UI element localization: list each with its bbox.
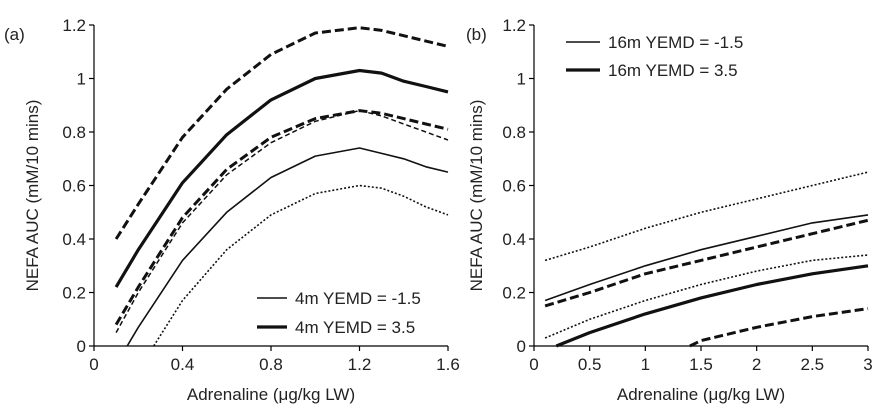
y-tick-label: 0.8 [62,123,86,142]
y-tick-label: 1 [77,70,86,89]
x-tick-label: 3 [863,355,872,374]
panel-label: (b) [466,25,487,44]
x-tick-label: 0.8 [259,355,283,374]
series-line [114,109,449,326]
x-tick-label: 2.5 [801,355,825,374]
series-line [115,109,449,333]
y-tick-label: 0.4 [62,230,86,249]
x-axis-title: Adrenaline (μg/kg LW) [617,385,785,404]
series-line [153,184,449,347]
y-tick-label: 1.2 [62,16,86,35]
series-line [555,264,869,348]
y-tick-label: 1 [517,70,526,89]
x-tick-label: 1.5 [689,355,713,374]
x-axis-title: Adrenaline (μg/kg LW) [187,385,355,404]
x-tick-label: 0 [89,355,98,374]
y-tick-label: 0 [517,337,526,356]
legend-label: 4m YEMD = -1.5 [295,289,421,308]
series-line [114,26,449,240]
x-tick-label: 0.4 [171,355,195,374]
series-line [114,68,449,288]
x-tick-label: 0.5 [578,355,602,374]
series-line [689,307,869,348]
x-tick-label: 1.2 [348,355,372,374]
x-tick-label: 1.6 [436,355,460,374]
y-axis-title: NEFA AUC (mM/10 mins) [23,100,42,292]
series-line [544,214,869,302]
x-tick-label: 2 [752,355,761,374]
y-tick-label: 0.4 [502,230,526,249]
y-tick-label: 0.8 [502,123,526,142]
y-tick-label: 0.6 [62,177,86,196]
legend-label: 4m YEMD = 3.5 [295,318,415,337]
y-tick-label: 0.2 [62,284,86,303]
legend-label: 16m YEMD = 3.5 [608,61,738,80]
y-tick-label: 0.2 [502,284,526,303]
y-tick-label: 1.2 [502,16,526,35]
x-tick-label: 1 [641,355,650,374]
series-line [544,171,869,262]
series-line [544,218,869,308]
y-tick-label: 0 [77,337,86,356]
x-tick-label: 0 [529,355,538,374]
series-line [126,147,449,347]
legend-label: 16m YEMD = -1.5 [608,33,743,52]
y-tick-label: 0.6 [502,177,526,196]
panel-label: (a) [4,25,25,44]
series-line [544,254,869,339]
y-axis-title: NEFA AUC (mM/10 mins) [467,100,486,292]
